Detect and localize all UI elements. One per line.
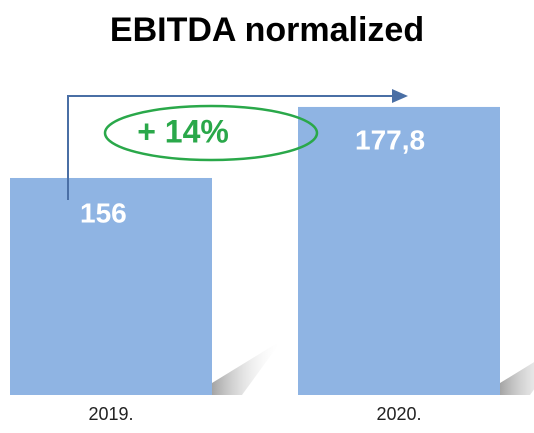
x-tick-label: 2019. bbox=[88, 404, 133, 424]
bar-shadow bbox=[500, 362, 534, 395]
annotation: + 14% bbox=[137, 113, 229, 149]
trend-arrow bbox=[67, 95, 395, 200]
chart-title: EBITDA normalized bbox=[110, 11, 424, 49]
value-label: 156 bbox=[80, 197, 127, 228]
bar bbox=[10, 177, 212, 395]
x-tick-label: 2020. bbox=[376, 404, 421, 424]
annotation-ellipse bbox=[103, 104, 319, 162]
value-label: 177,8 bbox=[355, 124, 425, 155]
bar-shadow bbox=[212, 340, 282, 395]
bar bbox=[298, 106, 500, 395]
arrow-head bbox=[392, 89, 408, 103]
